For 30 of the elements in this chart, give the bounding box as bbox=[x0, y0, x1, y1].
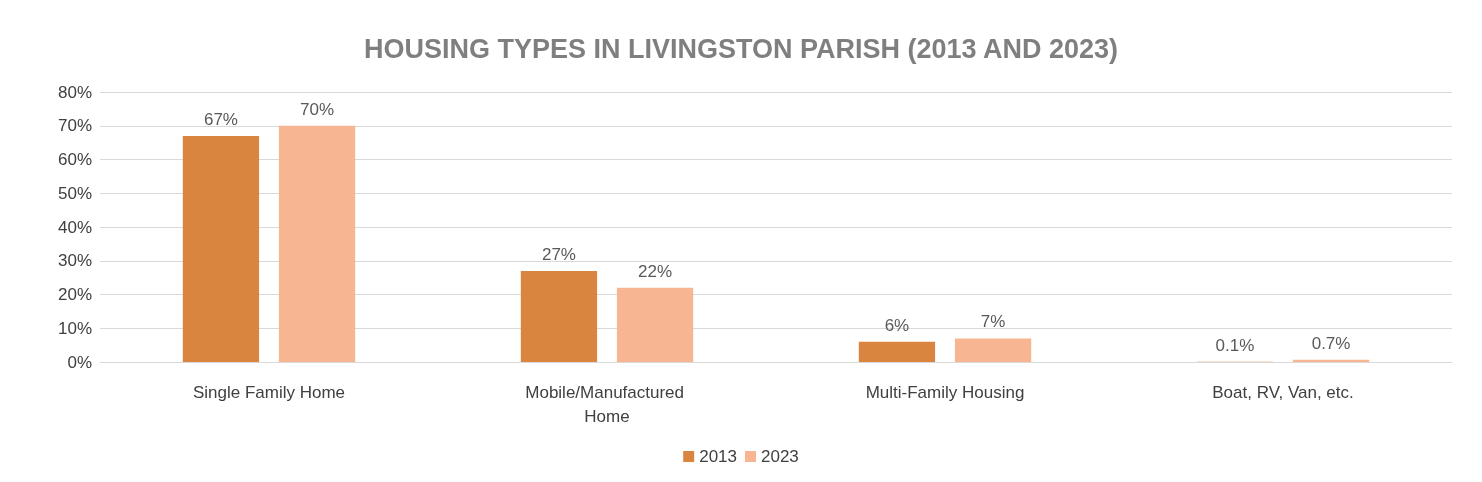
data-label: 70% bbox=[300, 99, 335, 119]
bar bbox=[954, 338, 1032, 362]
y-tick-label: 0% bbox=[67, 352, 92, 372]
y-tick-label: 20% bbox=[57, 285, 92, 304]
bar bbox=[278, 125, 356, 362]
data-label: 67% bbox=[203, 109, 238, 129]
y-tick-label: 70% bbox=[57, 116, 92, 136]
x-tick-label: Single Family Home bbox=[192, 382, 346, 402]
data-label: 27% bbox=[541, 244, 576, 264]
legend-label: 2013 bbox=[699, 447, 738, 466]
bar bbox=[616, 287, 694, 362]
chart-title: HOUSING TYPES IN LIVINGSTON PARISH (2013 AND 2023) bbox=[363, 33, 1119, 64]
bar bbox=[520, 270, 598, 362]
data-label: 6% bbox=[884, 315, 910, 335]
y-tick-label: 60% bbox=[57, 150, 92, 169]
data-label: 22% bbox=[638, 261, 673, 281]
y-tick-label: 50% bbox=[57, 183, 92, 203]
data-label: 7% bbox=[980, 312, 1006, 332]
y-tick-label: 80% bbox=[57, 82, 92, 102]
bar bbox=[858, 341, 936, 362]
legend-label: 2023 bbox=[761, 447, 799, 466]
y-tick-label: 10% bbox=[57, 318, 92, 338]
bar bbox=[182, 135, 260, 362]
y-tick-label: 30% bbox=[57, 251, 92, 271]
y-tick-label: 40% bbox=[57, 217, 92, 237]
x-tick-label: Boat, RV, Van, etc. bbox=[1212, 382, 1354, 402]
x-tick-label: Multi-Family Housing bbox=[865, 382, 1025, 402]
data-label: 0.7% bbox=[1311, 333, 1351, 353]
x-tick-label: Mobile/Manufactured Home bbox=[525, 382, 689, 426]
data-label: 0.1% bbox=[1215, 335, 1255, 355]
